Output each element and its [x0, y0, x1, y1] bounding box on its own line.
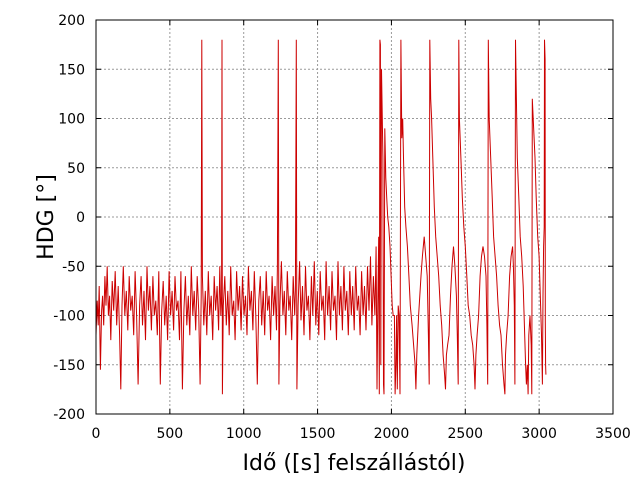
x-tick-label: 3000 [521, 426, 557, 442]
x-tick-label: 500 [156, 426, 183, 442]
y-tick-label: -150 [53, 358, 85, 374]
x-tick-label: 2500 [447, 426, 483, 442]
x-tick-label: 1500 [300, 426, 336, 442]
y-tick-label: 150 [58, 62, 85, 78]
y-tick-labels: 200 150 100 50 0 -50 -100 -150 -200 [53, 13, 85, 423]
y-tick-label: 50 [67, 161, 85, 177]
y-tick-label: 0 [76, 210, 85, 226]
y-tick-label: -50 [62, 259, 85, 275]
y-tick-label: -100 [53, 309, 85, 325]
x-tick-label: 3500 [595, 426, 631, 442]
y-tick-label: 200 [58, 13, 85, 29]
series-line [95, 39, 547, 395]
y-tick-label: -200 [53, 407, 85, 423]
x-tick-label: 1000 [226, 426, 262, 442]
x-tick-label: 0 [92, 426, 101, 442]
x-tick-label: 2000 [374, 426, 410, 442]
y-tick-label: 100 [58, 112, 85, 128]
plot-frame [95, 19, 614, 415]
x-tick-labels: 0 500 1000 1500 2000 2500 3000 3500 [92, 426, 631, 442]
grid-lines [96, 20, 613, 414]
x-axis-title: Idő ([s] felszállástól) [243, 451, 466, 476]
y-axis-title: HDG [°] [34, 174, 59, 260]
